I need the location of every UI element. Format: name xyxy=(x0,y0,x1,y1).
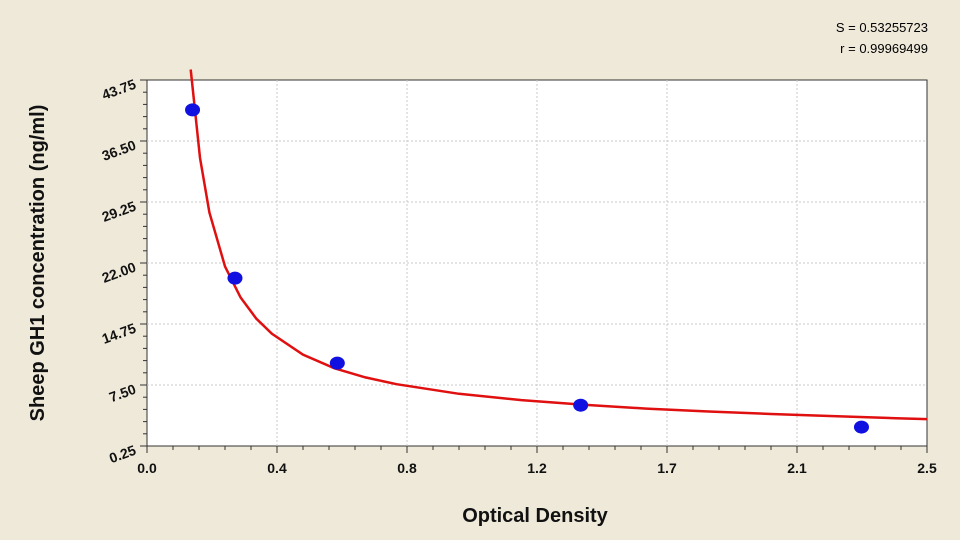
x-tick-labels: 0.0 0.4 0.8 1.2 1.7 2.1 2.5 xyxy=(137,460,937,476)
s-statistic: S = 0.53255723 xyxy=(835,20,928,35)
x-tick-label: 2.5 xyxy=(917,460,937,476)
data-point xyxy=(573,398,589,412)
y-tick-label: 7.50 xyxy=(107,381,138,405)
data-point xyxy=(853,420,869,434)
x-tick-label: 1.2 xyxy=(527,460,547,476)
y-tick-label: 29.25 xyxy=(100,198,139,225)
x-tick-label: 2.1 xyxy=(787,460,807,476)
y-tick-label: 36.50 xyxy=(100,137,139,164)
x-tick-label: 0.0 xyxy=(137,460,157,476)
grid xyxy=(147,80,927,446)
data-point xyxy=(329,356,345,370)
y-tick-label: 22.00 xyxy=(100,259,139,286)
y-tick-label: 0.25 xyxy=(107,442,138,466)
fit-curve-layer xyxy=(189,69,928,421)
y-tick-label: 43.75 xyxy=(100,76,139,103)
y-tick-labels: 0.25 7.50 14.75 22.00 29.25 36.50 43.75 xyxy=(100,76,139,466)
x-tick-label: 0.8 xyxy=(397,460,417,476)
y-tick-label: 14.75 xyxy=(100,320,139,347)
data-point xyxy=(227,271,243,285)
data-point xyxy=(185,103,201,117)
axis-ticks xyxy=(140,79,928,453)
fit-curve xyxy=(189,69,928,421)
r-statistic: r = 0.99969499 xyxy=(840,41,928,56)
y-axis-title: Sheep GH1 concentration (ng/ml) xyxy=(27,105,49,422)
x-axis-title: Optical Density xyxy=(462,505,608,527)
data-points-layer xyxy=(185,103,869,434)
x-tick-label: 1.7 xyxy=(657,460,677,476)
x-tick-label: 0.4 xyxy=(267,460,287,476)
